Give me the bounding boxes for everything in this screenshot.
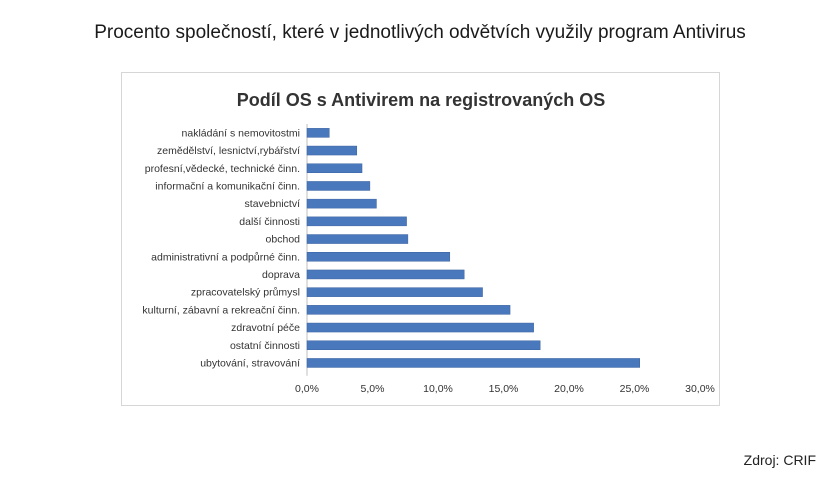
x-tick-label: 10,0% — [423, 383, 453, 395]
bar — [306, 145, 358, 156]
bar — [306, 163, 363, 173]
bar-chart: Podíl OS s Antivirem na registrovaných O… — [142, 90, 715, 395]
x-tick-label: 25,0% — [620, 383, 650, 395]
category-label: ostatní činnosti — [230, 340, 300, 352]
bar — [306, 269, 465, 280]
x-tick-label: 15,0% — [489, 383, 519, 395]
category-label: obchod — [266, 234, 301, 246]
category-label: zdravotní péče — [231, 322, 300, 334]
source-note: Zdroj: CRIF — [743, 452, 816, 468]
category-label: profesní,vědecké, technické činn. — [145, 163, 300, 175]
x-tick-label: 30,0% — [685, 383, 715, 395]
category-label: zpracovatelský průmysl — [191, 287, 300, 299]
bar — [306, 252, 451, 262]
bar — [306, 198, 377, 209]
category-label: stavebnictví — [245, 198, 301, 210]
category-label: doprava — [262, 269, 300, 281]
page-title: Procento společností, které v jednotlivý… — [94, 22, 746, 43]
x-tick-label: 5,0% — [361, 383, 385, 395]
bar — [306, 305, 511, 315]
bar — [306, 340, 541, 350]
bar — [306, 287, 483, 297]
bar — [306, 358, 640, 368]
bar — [306, 234, 409, 244]
bar — [306, 216, 407, 227]
category-label: ubytování, stravování — [200, 357, 300, 369]
category-label: zemědělství, lesnictví,rybářství — [157, 145, 300, 157]
chart-title: Podíl OS s Antivirem na registrovaných O… — [237, 90, 605, 110]
category-label: administrativní a podpůrné činn. — [151, 251, 300, 263]
category-labels: nakládání s nemovitostmi zemědělství, les… — [142, 127, 300, 369]
x-tick-label: 20,0% — [554, 383, 584, 395]
category-label: informační a komunikační činn. — [155, 180, 300, 192]
category-label: nakládání s nemovitostmi — [182, 127, 300, 139]
category-label: další činnosti — [239, 216, 300, 228]
bar — [306, 322, 534, 333]
bar — [306, 128, 330, 138]
bar — [306, 181, 371, 191]
x-axis-ticks: 0,0% 5,0% 10,0% 15,0% 20,0% 25,0% 30,0% — [295, 383, 715, 395]
category-label: kulturní, zábavní a rekreační činn. — [142, 304, 300, 316]
x-tick-label: 0,0% — [295, 383, 319, 395]
bars-layer — [306, 124, 640, 376]
chart-container: Podíl OS s Antivirem na registrovaných O… — [121, 72, 720, 406]
